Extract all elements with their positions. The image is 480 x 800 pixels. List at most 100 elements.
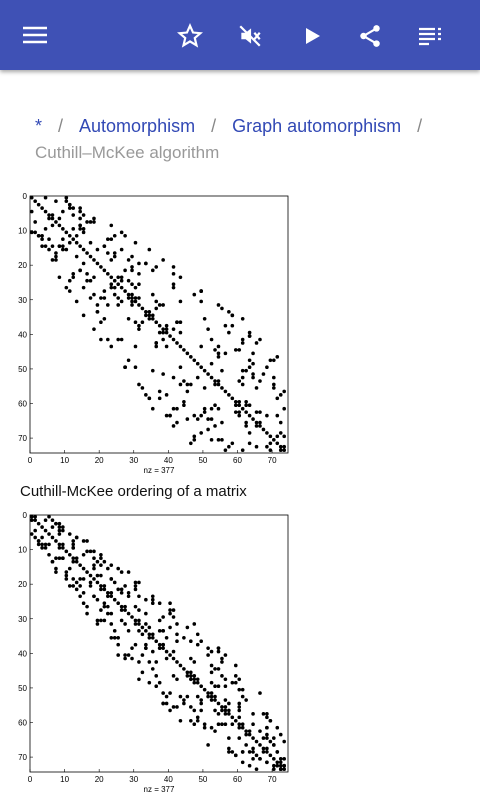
nonzero — [102, 268, 107, 273]
nonzero — [119, 337, 124, 342]
nonzero — [54, 220, 58, 224]
nonzero — [209, 406, 214, 411]
nonzero — [223, 722, 228, 727]
menu-button[interactable] — [22, 23, 48, 47]
nonzero — [109, 223, 114, 228]
nonzero — [168, 653, 172, 657]
nonzero — [199, 344, 203, 349]
nonzero — [272, 763, 276, 768]
nonzero — [102, 587, 107, 592]
nonzero — [47, 514, 51, 519]
x-axis-label: nz = 377 — [144, 466, 175, 475]
nonzero — [88, 254, 93, 259]
nonzero — [216, 438, 221, 442]
plot-frame — [29, 514, 289, 773]
nonzero — [119, 247, 124, 252]
nonzero — [161, 327, 165, 331]
nonzero — [206, 691, 210, 695]
nonzero — [126, 278, 131, 283]
nonzero — [64, 549, 69, 554]
nonzero — [237, 736, 242, 740]
nonzero — [220, 368, 224, 373]
nonzero — [54, 258, 58, 262]
app-bar — [0, 0, 480, 70]
nonzero — [192, 674, 197, 678]
nonzero — [251, 736, 255, 740]
nonzero — [202, 410, 207, 414]
nonzero — [202, 368, 207, 373]
nonzero — [282, 444, 286, 449]
nonzero — [254, 424, 259, 428]
nonzero — [192, 722, 197, 727]
nonzero — [74, 587, 79, 592]
nonzero — [57, 521, 62, 526]
nonzero — [240, 341, 245, 345]
contents-button[interactable] — [418, 23, 444, 47]
nonzero — [282, 757, 286, 761]
nonzero — [209, 694, 214, 699]
nonzero — [237, 687, 242, 692]
nonzero — [272, 743, 276, 747]
nonzero — [233, 753, 238, 758]
nonzero — [251, 757, 255, 761]
nonzero — [240, 316, 245, 321]
nonzero — [199, 684, 203, 688]
nonzero — [240, 448, 245, 452]
x-tick-label: 50 — [198, 775, 207, 784]
mute-button[interactable] — [237, 23, 263, 49]
nonzero — [47, 213, 51, 217]
nonzero — [33, 199, 37, 203]
nonzero — [254, 410, 259, 414]
nonzero — [247, 330, 252, 335]
nonzero — [161, 642, 165, 647]
nonzero — [61, 556, 65, 561]
nonzero — [154, 265, 159, 269]
nonzero — [192, 434, 197, 439]
nonzero — [57, 216, 62, 221]
nonzero — [282, 434, 286, 439]
nonzero — [109, 622, 114, 626]
nonzero — [230, 722, 235, 727]
nonzero — [161, 372, 165, 376]
nonzero — [50, 518, 55, 522]
nonzero — [64, 577, 69, 581]
nonzero — [64, 570, 69, 574]
nonzero — [47, 532, 51, 536]
nonzero — [237, 410, 242, 414]
nonzero — [227, 746, 231, 751]
nonzero — [144, 611, 148, 616]
nonzero — [216, 722, 221, 727]
nonzero — [95, 303, 100, 307]
nonzero — [71, 275, 76, 280]
nonzero — [223, 351, 228, 356]
breadcrumb-link[interactable]: Graph automorphism — [232, 116, 402, 136]
nonzero — [237, 413, 242, 418]
nonzero — [144, 393, 148, 397]
nonzero — [227, 708, 231, 713]
nonzero — [154, 660, 159, 664]
nonzero — [95, 573, 100, 578]
nonzero — [54, 566, 58, 571]
nonzero — [275, 760, 280, 765]
nonzero — [182, 667, 186, 671]
nonzero — [112, 292, 117, 297]
nonzero — [244, 424, 248, 428]
nonzero — [202, 386, 207, 390]
nonzero — [112, 278, 117, 283]
y-tick-label: 70 — [18, 753, 27, 762]
favorite-button[interactable] — [177, 23, 203, 49]
nonzero — [133, 296, 138, 300]
play-button[interactable] — [300, 23, 324, 49]
nonzero — [233, 410, 238, 414]
nonzero — [192, 622, 197, 626]
y-tick-label: 20 — [18, 261, 27, 270]
nonzero — [185, 351, 190, 356]
y-tick-label: 40 — [18, 649, 27, 658]
breadcrumb-link[interactable]: Automorphism — [79, 116, 196, 136]
nonzero — [157, 389, 162, 394]
x-tick-label: 60 — [233, 775, 242, 784]
share-button[interactable] — [357, 23, 383, 49]
breadcrumb-link[interactable]: * — [35, 116, 43, 136]
nonzero — [144, 629, 148, 633]
nonzero — [64, 199, 69, 203]
